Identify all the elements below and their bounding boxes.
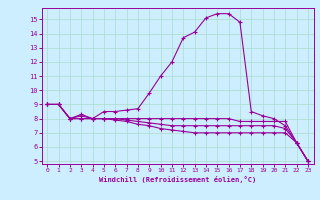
X-axis label: Windchill (Refroidissement éolien,°C): Windchill (Refroidissement éolien,°C) bbox=[99, 176, 256, 183]
